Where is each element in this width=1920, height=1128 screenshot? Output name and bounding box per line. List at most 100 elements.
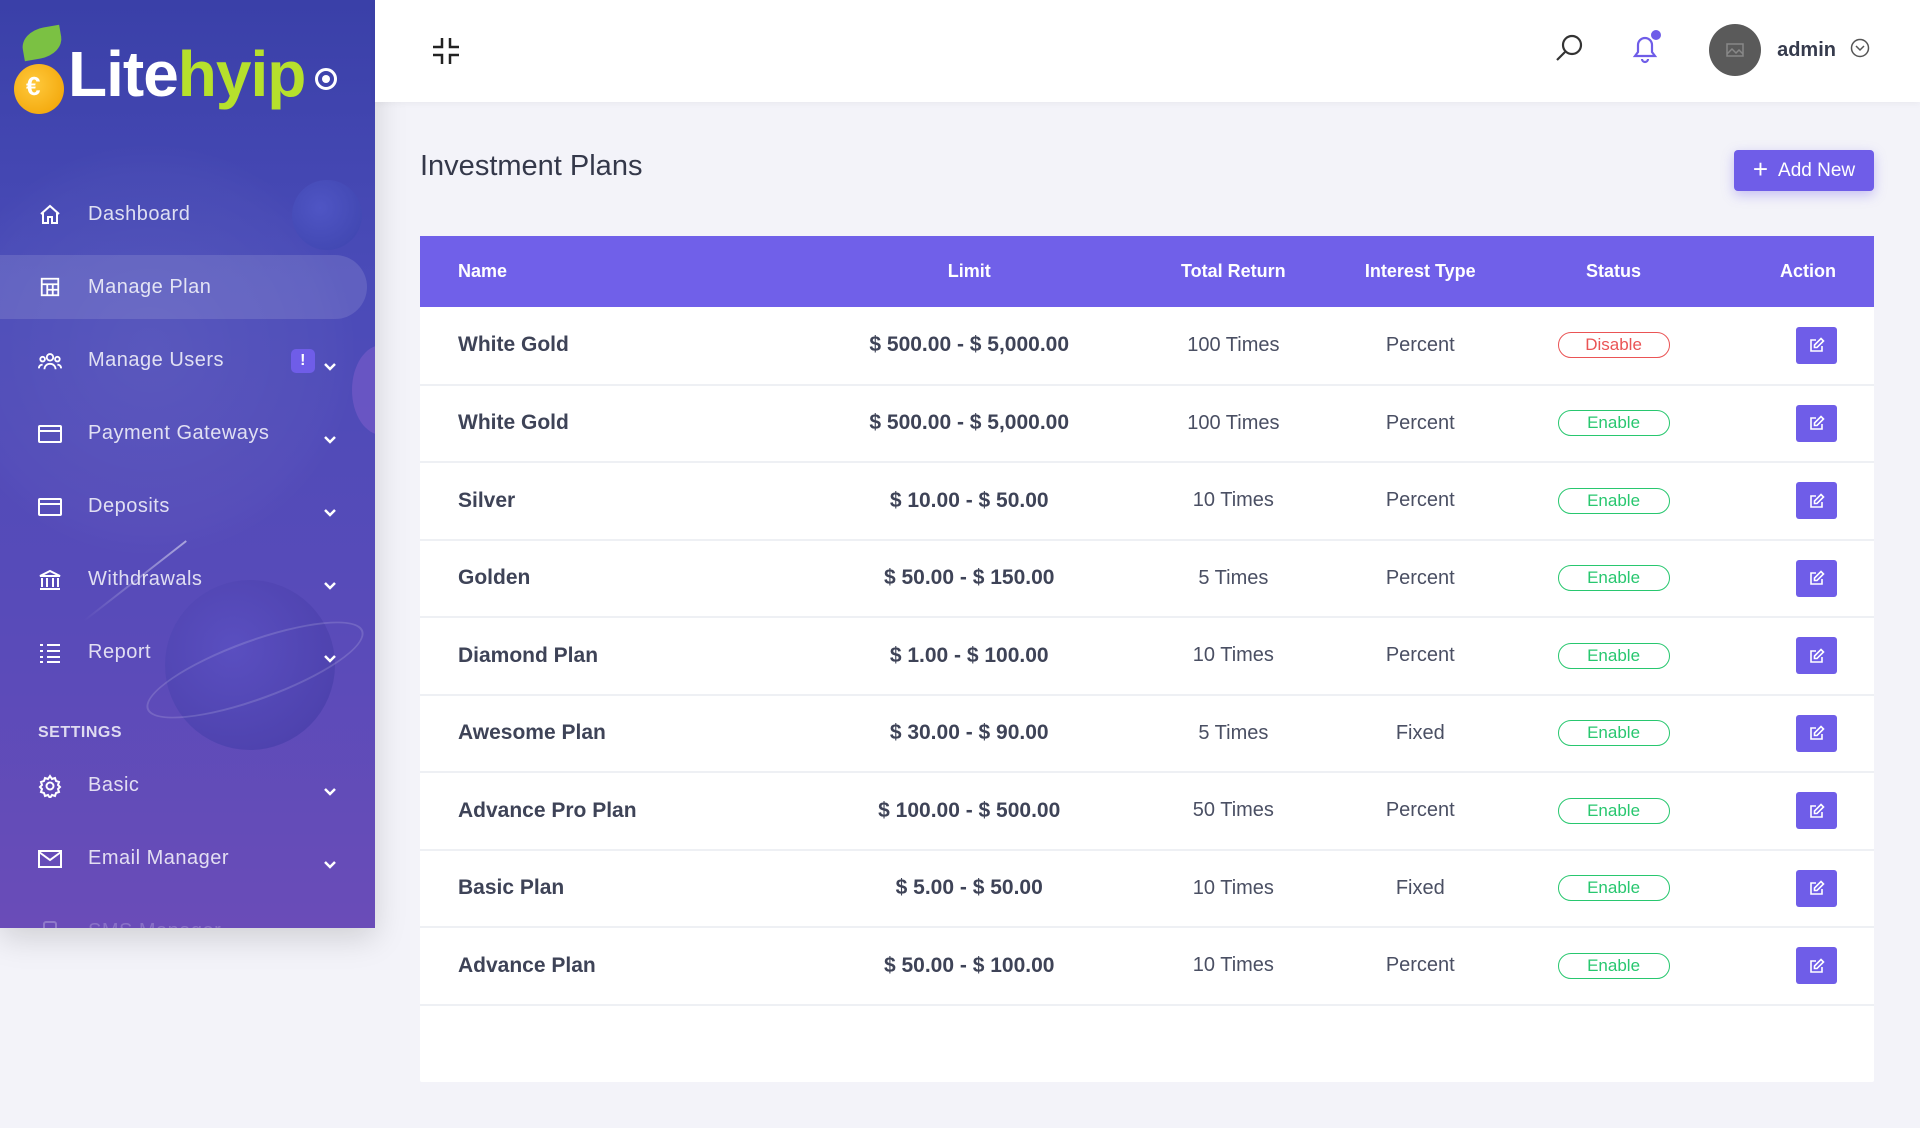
plan-name: Awesome Plan [458, 721, 606, 745]
plan-name: Advance Pro Plan [458, 798, 637, 822]
edit-button[interactable] [1796, 869, 1837, 907]
sidebar-decoration [352, 345, 375, 435]
plan-interest-type: Percent [1385, 799, 1455, 822]
edit-button[interactable] [1796, 947, 1837, 985]
add-new-button[interactable]: + Add New [1734, 150, 1874, 191]
table-row: Diamond Plan $ 1.00 - $ 100.00 10 Times Per… [420, 617, 1874, 695]
plan-limit: $ 5.00 - $ 50.00 [895, 876, 1043, 900]
edit-button[interactable] [1796, 482, 1837, 520]
edit-button[interactable] [1796, 714, 1837, 752]
sidebar-item-sms-manager[interactable]: SMS Manager [0, 895, 375, 928]
chevron-down-icon [323, 574, 337, 597]
sidebar-item-report[interactable]: Report [0, 616, 375, 689]
status-cell: Enable [1516, 927, 1710, 1005]
phone-icon [38, 920, 62, 928]
status-cell: Enable [1516, 850, 1710, 928]
plan-limit: $ 500.00 - $ 5,000.00 [869, 333, 1070, 357]
sidebar: Litehyip Dashboard Manage Plan Manage Us… [0, 0, 375, 928]
sidebar-item-manage-users[interactable]: Manage Users ! [0, 324, 375, 397]
status-cell: Enable [1516, 617, 1710, 695]
edit-button[interactable] [1796, 326, 1837, 364]
edit-icon [1809, 493, 1825, 508]
edit-icon [1809, 337, 1825, 353]
chevron-down-icon [323, 428, 337, 451]
fullscreen-exit-icon[interactable] [431, 36, 461, 71]
action-cell [1711, 695, 1874, 773]
notification-dot [1651, 29, 1662, 40]
table-header-row: Name Limit Total Return Interest Type St… [420, 236, 1874, 307]
action-cell [1711, 772, 1874, 850]
search-icon[interactable] [1555, 33, 1585, 68]
plan-total-return: 10 Times [1192, 876, 1274, 899]
brand-name: Litehyip [68, 42, 306, 106]
status-cell: Enable [1516, 462, 1710, 540]
edit-button[interactable] [1796, 637, 1837, 675]
column-header-status: Status [1586, 261, 1642, 281]
chevron-down-circle-icon[interactable] [1850, 38, 1870, 63]
sidebar-toggle-icon[interactable] [315, 68, 338, 90]
column-header-limit: Limit [947, 261, 991, 281]
table-row: White Gold $ 500.00 - $ 5,000.00 100 Times… [420, 307, 1874, 385]
table-row: Advance Pro Plan $ 100.00 - $ 500.00 50 Ti… [420, 772, 1874, 850]
plan-limit: $ 10.00 - $ 50.00 [889, 488, 1049, 512]
plans-table: Name Limit Total Return Interest Type St… [420, 236, 1874, 1006]
bank-icon [38, 568, 62, 592]
sidebar-item-deposits[interactable]: Deposits [0, 470, 375, 543]
action-cell [1711, 462, 1874, 540]
edit-icon [1809, 648, 1825, 663]
status-badge: Enable [1557, 642, 1670, 669]
page-title: Investment Plans [420, 150, 643, 182]
edit-icon [1809, 570, 1825, 586]
table-row: Silver $ 10.00 - $ 50.00 10 Times Percent En… [420, 462, 1874, 540]
gear-icon [38, 773, 62, 798]
avatar[interactable] [1709, 24, 1762, 76]
brand-logo[interactable]: Litehyip [14, 24, 338, 120]
plan-limit: $ 50.00 - $ 150.00 [883, 566, 1055, 590]
plan-icon [38, 275, 62, 299]
user-name[interactable]: admin [1777, 38, 1836, 61]
action-cell [1711, 540, 1874, 618]
plan-interest-type: Percent [1385, 954, 1455, 977]
edit-button[interactable] [1796, 559, 1837, 597]
table-row: Advance Plan $ 50.00 - $ 100.00 10 Times Pe… [420, 927, 1874, 1005]
plan-name: Diamond Plan [458, 643, 599, 667]
chevron-down-icon [323, 647, 337, 670]
sidebar-item-label: Email Manager [88, 847, 230, 869]
users-icon [38, 349, 62, 373]
status-cell: Enable [1516, 540, 1710, 618]
sidebar-item-withdrawals[interactable]: Withdrawals [0, 543, 375, 616]
sidebar-item-label: SMS Manager [88, 920, 221, 928]
sidebar-item-basic[interactable]: Basic [0, 749, 375, 822]
sidebar-item-manage-plan[interactable]: Manage Plan [0, 255, 367, 319]
envelope-icon [38, 847, 62, 871]
plan-name: Advance Plan [458, 953, 596, 977]
chevron-down-icon [323, 501, 337, 524]
sidebar-decoration [292, 180, 362, 250]
edit-icon [1809, 803, 1825, 818]
sidebar-item-dashboard[interactable]: Dashboard [0, 178, 375, 251]
plan-total-return: 50 Times [1192, 799, 1274, 822]
plan-limit: $ 30.00 - $ 90.00 [889, 721, 1049, 745]
add-new-label: Add New [1778, 159, 1856, 181]
edit-button[interactable] [1796, 792, 1837, 830]
sidebar-item-email-manager[interactable]: Email Manager [0, 822, 375, 895]
column-header-total-return: Total Return [1181, 261, 1286, 281]
plan-name: Silver [458, 488, 516, 512]
action-cell [1711, 850, 1874, 928]
sidebar-item-label: Manage Users [88, 349, 225, 371]
column-header-interest-type: Interest Type [1364, 261, 1476, 281]
sidebar-item-label: Dashboard [88, 203, 191, 225]
edit-icon [1809, 880, 1825, 896]
plan-total-return: 100 Times [1187, 411, 1280, 434]
plan-name: Golden [458, 566, 531, 590]
alert-badge: ! [291, 348, 315, 373]
card-icon [38, 495, 62, 519]
sidebar-item-label: Basic [88, 774, 140, 796]
bell-icon[interactable] [1631, 29, 1662, 69]
plan-name: White Gold [458, 333, 569, 357]
edit-button[interactable] [1796, 404, 1837, 442]
plan-total-return: 10 Times [1192, 954, 1274, 977]
sidebar-item-label: Deposits [88, 495, 170, 517]
status-cell: Enable [1516, 695, 1710, 773]
sidebar-item-payment-gateways[interactable]: Payment Gateways [0, 397, 375, 470]
